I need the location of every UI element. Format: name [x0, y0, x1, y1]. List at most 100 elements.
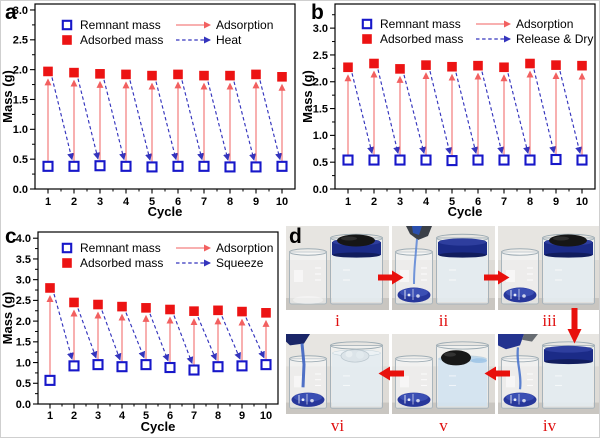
panel-letter-b: b: [311, 1, 324, 24]
beaker-photo-iv: [498, 334, 599, 414]
svg-text:6: 6: [167, 410, 173, 422]
beaker-photo-i: [286, 226, 389, 310]
svg-text:10: 10: [576, 196, 588, 208]
svg-text:Adsorbed mass: Adsorbed mass: [80, 256, 163, 270]
svg-text:2.5: 2.5: [16, 295, 31, 307]
svg-text:Adsorption: Adsorption: [216, 241, 273, 255]
svg-text:0.5: 0.5: [16, 378, 31, 390]
panel-letter-d: d: [289, 226, 302, 248]
svg-text:3.5: 3.5: [16, 254, 31, 266]
svg-text:4: 4: [423, 196, 430, 208]
arrow-left-icon: [484, 366, 510, 381]
photo-step-iii: iii: [498, 226, 599, 331]
photo-label-v: v: [439, 416, 448, 435]
svg-text:8: 8: [227, 196, 233, 208]
svg-text:5: 5: [449, 196, 455, 208]
svg-text:8: 8: [215, 410, 221, 422]
arrow-down-icon: [567, 308, 582, 344]
svg-text:3: 3: [97, 196, 103, 208]
svg-text:2: 2: [71, 196, 77, 208]
chart-c-adsorption-squeeze: 0.0 0.5 1.0 1.5 2.0 2.5 3.0 3.5 4.0 1 2 3 4 5 6 7 8 9 10 Cy…: [1, 231, 279, 434]
svg-text:5: 5: [149, 196, 155, 208]
svg-text:7: 7: [201, 196, 207, 208]
arrow-left-icon: [378, 366, 404, 381]
svg-text:Heat: Heat: [216, 33, 242, 47]
svg-text:1: 1: [345, 196, 351, 208]
svg-text:2: 2: [71, 410, 77, 422]
svg-text:8: 8: [527, 196, 533, 208]
svg-text:4.0: 4.0: [16, 233, 31, 245]
svg-text:0.5: 0.5: [13, 154, 28, 166]
svg-text:2.0: 2.0: [13, 64, 28, 76]
svg-text:Mass (g): Mass (g): [1, 70, 15, 123]
svg-text:3: 3: [397, 196, 403, 208]
svg-text:Cycle: Cycle: [141, 419, 176, 434]
photo-label-i: i: [335, 311, 340, 330]
svg-text:3: 3: [95, 410, 101, 422]
panel-d-photo-sequence: d i ii iii vi: [286, 226, 599, 437]
svg-text:1.0: 1.0: [13, 124, 28, 136]
svg-text:1.5: 1.5: [13, 94, 28, 106]
panel-c: c 0.0 0.5 1.0 1.5 2.0 2.5 3.0 3.5 4.0 1 2 3 4 5 6 7 8 9 10…: [1, 219, 286, 437]
svg-text:3.0: 3.0: [313, 23, 328, 35]
svg-text:0.0: 0.0: [313, 184, 328, 196]
svg-text:Remnant mass: Remnant mass: [80, 241, 161, 255]
panel-letter-a: a: [5, 1, 17, 24]
photo-label-iv: iv: [542, 416, 557, 435]
beaker-photo-vi: [286, 334, 389, 414]
svg-text:9: 9: [253, 196, 259, 208]
svg-text:9: 9: [239, 410, 245, 422]
panel-a: a 0.0 0.5 1.0 1.5 2.0 2.5 3.0 1 2 3 4 5 6 7 8 9 10 Cycle M…: [1, 1, 301, 219]
svg-text:Adsorption: Adsorption: [216, 18, 273, 32]
photo-label-vi: vi: [330, 416, 345, 435]
svg-text:0.0: 0.0: [13, 184, 28, 196]
photo-step-iv: iv: [498, 334, 599, 437]
beaker-photo-ii: [392, 226, 495, 310]
svg-text:1.0: 1.0: [16, 357, 31, 369]
photo-row-top: i ii iii: [286, 226, 599, 331]
svg-text:9: 9: [553, 196, 559, 208]
photo-step-v: v: [392, 334, 495, 437]
svg-text:2.0: 2.0: [16, 316, 31, 328]
svg-text:1.5: 1.5: [313, 103, 328, 115]
beaker-photo-iii: [498, 226, 599, 310]
svg-text:3.0: 3.0: [13, 5, 28, 17]
svg-text:Cycle: Cycle: [448, 204, 483, 219]
svg-text:10: 10: [260, 410, 272, 422]
svg-text:Remnant mass: Remnant mass: [380, 17, 461, 31]
photo-row-bottom: vi v iv: [286, 334, 599, 437]
svg-text:Release & Dry: Release & Dry: [516, 32, 593, 46]
svg-text:Squeeze: Squeeze: [216, 256, 264, 270]
svg-text:1.0: 1.0: [313, 130, 328, 142]
svg-text:0.0: 0.0: [16, 399, 31, 411]
svg-text:2: 2: [371, 196, 377, 208]
chart-b-adsorption-release-dry: 0.0 0.5 1.0 1.5 2.0 2.5 3.0 1 2 3 4 5 6 7 8 9 10 Cycle Mas…: [301, 3, 596, 219]
svg-text:Remnant mass: Remnant mass: [80, 18, 161, 32]
svg-text:1.5: 1.5: [16, 337, 31, 349]
svg-text:1: 1: [47, 410, 53, 422]
beaker-photo-v: [392, 334, 495, 414]
svg-text:4: 4: [119, 410, 126, 422]
svg-text:Mass (g): Mass (g): [1, 292, 15, 345]
svg-text:Adsorbed mass: Adsorbed mass: [80, 33, 163, 47]
svg-text:3.0: 3.0: [16, 275, 31, 287]
svg-text:2.0: 2.0: [313, 77, 328, 89]
svg-text:10: 10: [276, 196, 288, 208]
svg-text:1: 1: [45, 196, 51, 208]
photo-step-vi: vi: [286, 334, 389, 437]
svg-text:0.5: 0.5: [313, 157, 328, 169]
photo-step-ii: ii: [392, 226, 495, 331]
arrow-right-icon: [484, 270, 510, 285]
svg-text:2.5: 2.5: [13, 35, 28, 47]
chart-a-adsorption-heat: 0.0 0.5 1.0 1.5 2.0 2.5 3.0 1 2 3 4 5 6 7 8 9 10 Cycle Mas…: [1, 3, 296, 219]
panel-b: b 0.0 0.5 1.0 1.5 2.0 2.5 3.0 1 2 3 4 5 6 7 8 9 10 Cycle M…: [301, 1, 599, 219]
arrow-right-icon: [378, 270, 404, 285]
svg-text:2.5: 2.5: [313, 50, 328, 62]
svg-text:5: 5: [143, 410, 149, 422]
svg-text:Adsorption: Adsorption: [516, 17, 573, 31]
svg-text:7: 7: [501, 196, 507, 208]
svg-text:4: 4: [123, 196, 130, 208]
svg-text:Adsorbed mass: Adsorbed mass: [380, 32, 463, 46]
photo-step-i: i: [286, 226, 389, 331]
